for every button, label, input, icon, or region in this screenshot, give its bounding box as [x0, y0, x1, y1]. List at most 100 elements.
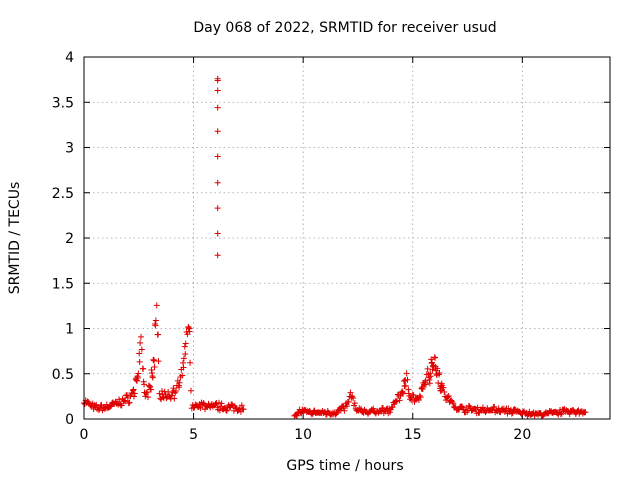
data-point [214, 77, 221, 84]
data-point [214, 104, 221, 111]
data-point [138, 346, 145, 353]
y-tick-label: 0.5 [52, 367, 74, 383]
data-point [214, 128, 221, 135]
data-point [216, 399, 223, 406]
data-point [130, 386, 137, 393]
data-point [155, 331, 162, 338]
data-point [123, 391, 130, 398]
data-point [135, 370, 142, 377]
data-point [218, 400, 225, 407]
y-tick-label: 1 [65, 322, 74, 338]
x-tick-label: 15 [404, 427, 422, 443]
data-point [426, 380, 433, 387]
data-point [508, 410, 515, 417]
y-tick-label: 3 [65, 141, 74, 157]
data-point [151, 357, 158, 364]
data-point [557, 411, 564, 418]
data-point [116, 396, 123, 403]
data-point [136, 358, 143, 365]
x-axis-title: GPS time / hours [286, 458, 403, 474]
data-point [180, 364, 187, 371]
data-point [107, 403, 114, 410]
data-point [121, 397, 128, 404]
data-point [144, 394, 151, 401]
data-point [419, 385, 426, 392]
data-point [151, 363, 158, 370]
y-tick-label: 2.5 [52, 186, 74, 202]
data-point [214, 153, 221, 160]
data-point [173, 388, 180, 395]
data-point [186, 328, 193, 335]
data-point [187, 387, 194, 394]
data-points [81, 75, 589, 419]
data-point [229, 401, 236, 408]
data-point [201, 406, 208, 413]
y-tick-label: 2 [65, 231, 74, 247]
data-point [145, 382, 152, 389]
data-point [558, 410, 565, 417]
data-point [441, 389, 448, 396]
data-point [404, 376, 411, 383]
data-point [479, 404, 486, 411]
data-point [422, 381, 429, 388]
data-point [131, 390, 138, 397]
y-tick-label: 3.5 [52, 95, 74, 111]
data-point [156, 390, 163, 397]
data-point [179, 372, 186, 379]
data-point [444, 393, 451, 400]
data-point [212, 401, 219, 408]
data-point [238, 402, 245, 409]
data-point [214, 252, 221, 259]
data-point [429, 359, 436, 366]
data-point [136, 350, 143, 357]
data-point [394, 391, 401, 398]
data-point [410, 392, 417, 399]
data-point [137, 339, 144, 346]
data-point [149, 374, 156, 381]
data-point [386, 409, 393, 416]
x-tick-label: 20 [513, 427, 531, 443]
y-tick-label: 1.5 [52, 276, 74, 292]
data-point [182, 340, 189, 347]
data-point [396, 397, 403, 404]
data-point [400, 390, 407, 397]
data-point [351, 400, 358, 407]
data-point [370, 405, 377, 412]
data-point [118, 402, 125, 409]
data-point [403, 370, 410, 377]
data-point [333, 410, 340, 417]
data-point [440, 384, 447, 391]
data-point [416, 392, 423, 399]
data-point [402, 382, 409, 389]
data-point [427, 373, 434, 380]
data-point [126, 399, 133, 406]
data-point [393, 398, 400, 405]
data-point [142, 393, 149, 400]
y-tick-label: 4 [65, 50, 74, 66]
data-point [141, 381, 148, 388]
data-point [443, 397, 450, 404]
data-point [445, 392, 452, 399]
data-point [216, 407, 223, 414]
data-point [197, 405, 204, 412]
data-point [417, 394, 424, 401]
data-point [344, 403, 350, 410]
y-axis-title: SRMTID / TECUs [7, 182, 23, 295]
data-point [350, 395, 357, 402]
data-point [168, 392, 175, 399]
data-point [214, 230, 221, 237]
data-point [432, 354, 439, 361]
chart-title: Day 068 of 2022, SRMTID for receiver usu… [193, 20, 496, 36]
tick-layer: 0 5 10 15 20 0 0.5 1 1.5 2 2.5 3 3.5 4 [52, 50, 610, 443]
data-point [130, 393, 137, 400]
data-point [347, 389, 354, 396]
data-point [509, 409, 516, 416]
data-point [187, 359, 194, 366]
data-point [435, 379, 442, 386]
data-point [582, 409, 589, 416]
data-point [171, 395, 178, 402]
data-point [143, 390, 150, 397]
data-point [182, 351, 189, 358]
